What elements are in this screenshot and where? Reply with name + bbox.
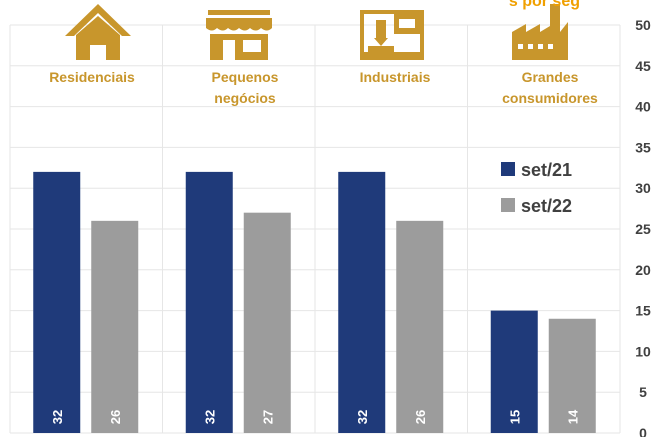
category-icons	[65, 4, 568, 60]
bar-value-label: 26	[108, 410, 123, 424]
factory-icon	[512, 4, 568, 60]
bar	[243, 212, 291, 433]
y-axis-ticks: 0 5 10 15 20 25 30 35 40 45 50	[635, 17, 651, 437]
bars: 32 32 32 15 26 27 26 14	[33, 171, 596, 433]
legend: set/21 set/22	[501, 160, 572, 216]
legend-swatch	[501, 162, 515, 176]
bar-value-label: 15	[507, 410, 522, 424]
bar	[548, 318, 596, 433]
category-label: Residenciais	[49, 69, 135, 85]
bar-value-label: 32	[355, 410, 370, 424]
category-labels: Residenciais Pequenos negócios Industriais G…	[49, 69, 598, 106]
house-icon	[65, 4, 131, 60]
y-tick-label: 25	[635, 221, 651, 237]
bar-value-label: 26	[413, 410, 428, 424]
category-label: Pequenos	[212, 69, 279, 85]
bar-value-label: 32	[202, 410, 217, 424]
y-tick-label: 30	[635, 180, 651, 196]
legend-label: set/21	[521, 160, 572, 180]
bar	[490, 310, 538, 433]
clipped-top-text: s por seg	[509, 0, 580, 10]
legend-label: set/22	[521, 196, 572, 216]
y-tick-label: 10	[635, 343, 651, 359]
bar	[338, 171, 386, 433]
y-tick-label: 45	[635, 58, 651, 74]
bar	[33, 171, 81, 433]
category-label: Industriais	[360, 69, 431, 85]
y-tick-label: 0	[639, 425, 647, 437]
industrial-machine-icon	[360, 10, 424, 60]
category-label: consumidores	[502, 90, 598, 106]
shop-icon	[206, 10, 272, 60]
y-tick-label: 5	[639, 384, 647, 400]
bar	[91, 220, 139, 433]
y-tick-label: 50	[635, 17, 651, 33]
y-tick-label: 20	[635, 262, 651, 278]
bar	[185, 171, 233, 433]
bar	[396, 220, 444, 433]
y-tick-label: 15	[635, 303, 651, 319]
bar-value-label: 14	[565, 409, 580, 424]
bar-value-label: 32	[50, 410, 65, 424]
bar-value-label: 27	[260, 410, 275, 424]
category-label: negócios	[214, 90, 276, 106]
y-tick-label: 40	[635, 99, 651, 115]
legend-swatch	[501, 198, 515, 212]
y-tick-label: 35	[635, 139, 651, 155]
category-label: Grandes	[522, 69, 579, 85]
